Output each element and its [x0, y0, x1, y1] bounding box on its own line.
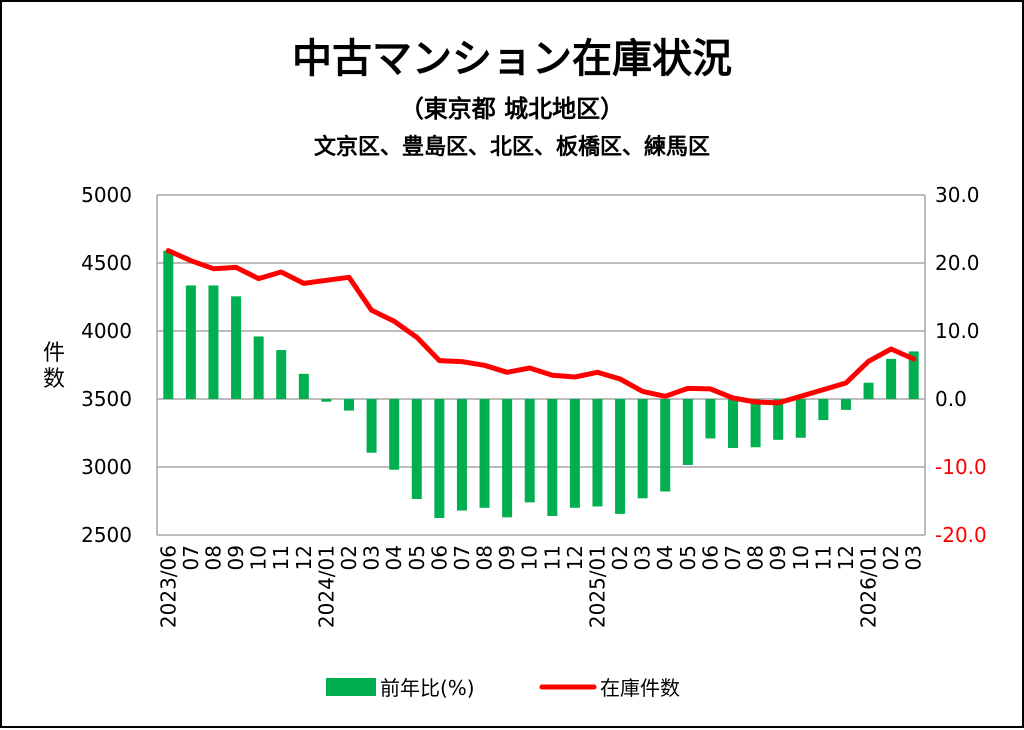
inventory-line — [165, 248, 917, 406]
bar-yoy — [253, 336, 264, 399]
x-tick-label: 2025/01 — [585, 545, 609, 628]
bar-yoy — [728, 399, 738, 448]
x-tick-label: 06 — [427, 545, 451, 570]
x-tick-label: 04 — [382, 545, 406, 570]
x-tick-label: 07 — [450, 545, 474, 570]
x-tick-label: 09 — [224, 545, 248, 570]
x-tick-label: 12 — [563, 545, 587, 570]
y-tick-label: 2500 — [81, 523, 132, 547]
bar-yoy — [840, 399, 851, 410]
legend-label-inventory: 在庫件数 — [600, 676, 680, 700]
bar-yoy — [344, 399, 354, 411]
bar-yoy — [908, 351, 919, 399]
bar-yoy — [682, 399, 693, 465]
y-axis-label-char: 数 — [43, 367, 65, 392]
x-tick-label: 2023/06 — [156, 545, 180, 628]
bar-yoy — [637, 399, 648, 499]
x-tick-label: 2024/01 — [314, 545, 338, 628]
x-tick-label: 10 — [789, 545, 813, 570]
y-tick-label: 4500 — [81, 251, 132, 275]
bar-yoy — [208, 285, 219, 399]
bar-yoy — [592, 399, 603, 507]
bar-yoy — [434, 399, 445, 518]
x-tick-label: 10 — [518, 545, 542, 570]
bar-yoy — [547, 399, 558, 516]
bar-yoy — [569, 399, 580, 508]
x-tick-label: 09 — [766, 545, 790, 570]
bar-yoy — [411, 399, 422, 499]
y-tick-label: 3000 — [81, 455, 132, 479]
bar-yoy — [231, 296, 242, 399]
bar-yoy — [479, 399, 490, 508]
x-tick-label: 07 — [179, 545, 203, 570]
bar-yoy — [298, 373, 309, 399]
chart-subtitle-wards: 文京区、豊島区、北区、板橋区、練馬区 — [314, 134, 710, 160]
y-tick-label: 4000 — [81, 319, 132, 343]
bar-yoy — [276, 350, 287, 399]
chart-subtitle: （東京都 城北地区） — [400, 95, 624, 123]
x-tick-label: 03 — [902, 545, 926, 570]
y2-tick-label: 20.0 — [935, 251, 980, 275]
legend: 前年比(%) 在庫件数 — [326, 676, 680, 700]
x-tick-label: 05 — [676, 545, 700, 570]
bar-yoy — [163, 250, 174, 399]
x-tick-label: 02 — [879, 545, 903, 570]
y-axis-label-char: 件 — [43, 341, 65, 366]
y2-tick-label: 0.0 — [935, 387, 967, 411]
bar-yoy — [863, 382, 874, 399]
x-tick-label: 2026/01 — [857, 545, 881, 628]
legend-swatch-yoy — [326, 678, 376, 696]
bar-yoy — [502, 399, 513, 518]
bar-yoy — [886, 358, 897, 399]
y-tick-label: 3500 — [81, 387, 132, 411]
y2-tick-label: -20.0 — [935, 523, 987, 547]
x-tick-label: 12 — [292, 545, 316, 570]
chart-title: 中古マンション在庫状況 — [292, 36, 732, 82]
bar-yoy — [773, 399, 784, 440]
y2-tick-label: 10.0 — [935, 319, 980, 343]
bar-yoy — [389, 399, 400, 470]
x-tick-label: 11 — [269, 545, 293, 570]
x-tick-label: 03 — [631, 545, 655, 570]
x-tick-label: 10 — [247, 545, 271, 570]
bar-yoy — [705, 399, 716, 439]
bar-yoy — [660, 399, 671, 492]
x-tick-label: 03 — [360, 545, 384, 570]
x-tick-label: 07 — [721, 545, 745, 570]
y-axis-label: 件数 — [43, 341, 65, 392]
y2-tick-label: 30.0 — [935, 183, 980, 207]
x-tick-label: 11 — [811, 545, 835, 570]
x-tick-label: 08 — [473, 545, 497, 570]
bar-yoy — [795, 399, 806, 438]
x-tick-label: 12 — [834, 545, 858, 570]
bar-yoy — [524, 399, 535, 503]
x-tick-label: 08 — [201, 545, 225, 570]
x-tick-label: 05 — [405, 545, 429, 570]
y2-tick-label: -10.0 — [935, 455, 987, 479]
y-tick-label: 5000 — [81, 183, 132, 207]
x-tick-label: 02 — [608, 545, 632, 570]
x-tick-label: 09 — [495, 545, 519, 570]
x-tick-label: 08 — [744, 545, 768, 570]
bar-yoy — [366, 399, 377, 453]
x-tick-label: 02 — [337, 545, 361, 570]
bar-yoy — [750, 399, 761, 448]
x-tick-label: 04 — [653, 545, 677, 570]
bar-yoy — [185, 285, 196, 399]
x-tick-label: 11 — [540, 545, 564, 570]
bar-yoy — [456, 399, 467, 511]
bar-yoy — [615, 399, 626, 514]
legend-label-yoy: 前年比(%) — [380, 676, 475, 700]
x-tick-label: 06 — [698, 545, 722, 570]
bar-yoy — [818, 399, 829, 421]
bar-yoy — [321, 399, 332, 402]
